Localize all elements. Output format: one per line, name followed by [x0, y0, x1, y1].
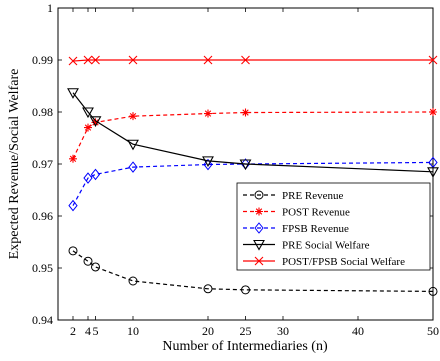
data-point [129, 112, 137, 121]
legend-entry-post-fpsb-social-welfare: POST/FPSB Social Welfare [243, 256, 405, 268]
legend-entry-post-revenue: POST Revenue [243, 207, 350, 219]
legend-swatch-marker [255, 207, 263, 216]
data-point [91, 55, 100, 65]
series-pre-revenue [68, 246, 438, 296]
axis-ticks: 2 4 5 10 20 25 30 40 50 0.94 0.95 0.96 0.97 0.98 0.99 1 [32, 1, 439, 338]
x-tick-label: 4 [85, 324, 91, 338]
x-tick-label: 25 [240, 324, 252, 338]
data-point [241, 285, 250, 295]
legend-label: PRE Social Welfare [282, 240, 370, 252]
y-tick-label: 0.97 [32, 157, 53, 171]
data-point [203, 284, 213, 294]
data-point [429, 108, 437, 116]
series-layer [67, 55, 439, 296]
legend-swatch-marker [254, 190, 264, 200]
y-tick-label: 0.96 [32, 209, 53, 223]
series-post-fpsb-social-welfare [68, 55, 438, 66]
legend-label: POST Revenue [282, 207, 350, 219]
legend-label: POST/FPSB Social Welfare [282, 256, 405, 268]
x-tick-label: 50 [427, 324, 439, 338]
legend-entry-pre-social-welfare: PRE Social Welfare [243, 240, 370, 252]
x-tick-label: 40 [352, 324, 364, 338]
data-point [427, 167, 439, 178]
x-tick-label: 20 [202, 324, 214, 338]
data-point [67, 88, 79, 99]
series-post-revenue [69, 108, 437, 163]
data-point [68, 56, 78, 66]
y-tick-label: 0.95 [32, 261, 53, 275]
series-line-pre-social-welfare [72, 92, 434, 173]
legend-label: FPSB Revenue [282, 223, 349, 235]
data-point [428, 286, 438, 296]
y-tick-label: 0.98 [32, 105, 53, 119]
data-point [127, 139, 139, 151]
data-point [68, 246, 78, 256]
data-point [83, 256, 93, 266]
data-point [204, 109, 212, 118]
series-pre-social-welfare [67, 88, 439, 178]
legend-box [236, 182, 431, 271]
data-point [239, 159, 252, 171]
data-point [90, 168, 101, 181]
data-point [428, 55, 438, 65]
data-point [128, 161, 138, 173]
legend-label: PRE Revenue [282, 190, 344, 202]
data-point [202, 156, 214, 168]
x-tick-label: 30 [277, 324, 289, 338]
legend-swatch-marker [254, 222, 264, 234]
x-tick-label: 2 [70, 324, 76, 338]
y-tick-label: 0.94 [32, 313, 53, 327]
data-point [128, 276, 138, 286]
data-point [82, 107, 94, 119]
data-point [83, 55, 93, 65]
data-point [68, 199, 78, 212]
x-tick-label: 10 [127, 324, 139, 338]
legend-swatch-marker [253, 239, 265, 251]
data-point [84, 123, 92, 132]
data-point [91, 118, 100, 127]
data-point [128, 55, 138, 65]
data-point [69, 154, 77, 163]
legend-swatch-marker [254, 256, 264, 266]
legend-entry-pre-revenue: PRE Revenue [243, 190, 344, 202]
legend: PRE Revenue POST Revenue FPSB Revenue PRE S… [236, 182, 431, 271]
data-point [203, 55, 213, 65]
y-tick-label: 0.99 [32, 53, 53, 67]
data-point [241, 55, 250, 65]
data-point [203, 158, 213, 171]
y-axis-title: Expected Revenue/Social Welfare [7, 69, 22, 260]
legend-entry-fpsb-revenue: FPSB Revenue [243, 222, 349, 235]
data-point [83, 172, 93, 184]
y-tick-label: 1 [47, 1, 53, 15]
x-axis-title: Number of Intermediaries (n) [162, 339, 328, 354]
x-tick-label: 5 [93, 324, 99, 338]
data-point [89, 116, 102, 127]
data-point [241, 108, 250, 117]
data-point [91, 262, 100, 272]
